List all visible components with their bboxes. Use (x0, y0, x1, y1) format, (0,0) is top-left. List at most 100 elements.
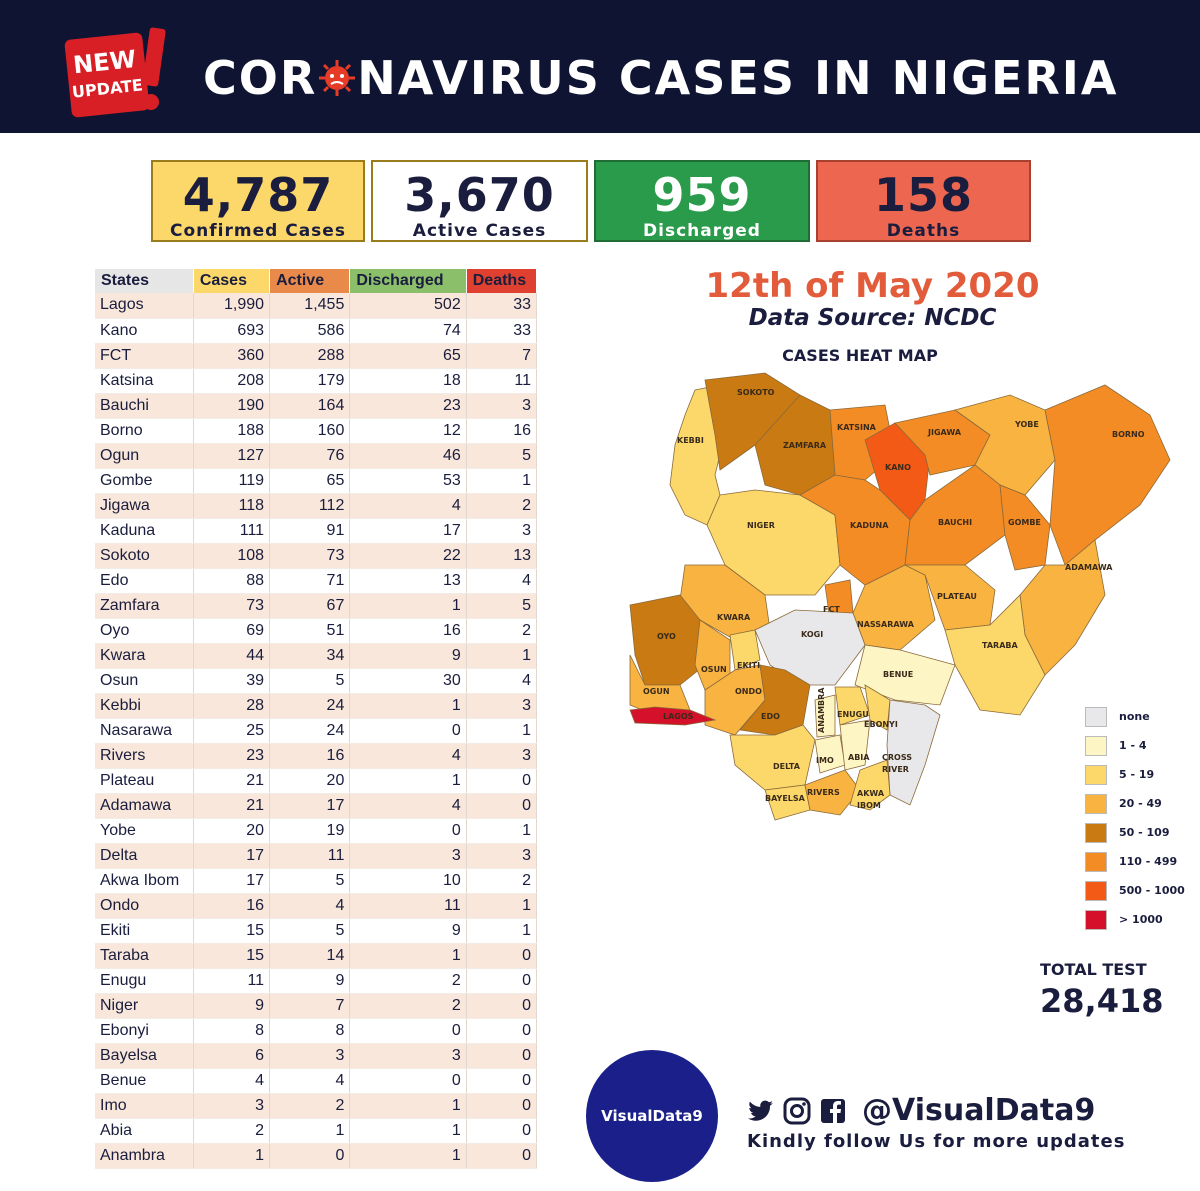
cases-cell: 23 (193, 743, 271, 769)
table-row: Kebbi 28 24 1 3 (95, 693, 538, 719)
cases-cell: 11 (193, 968, 271, 994)
active-cell: 160 (269, 418, 351, 444)
state-abia (839, 719, 871, 771)
active-cell: 51 (269, 618, 351, 644)
column-header-discharged: Discharged (349, 269, 467, 293)
discharged-cell: 3 (349, 1043, 467, 1069)
map-label-adamawa: ADAMAWA (1065, 563, 1113, 572)
deaths-cell: 0 (466, 793, 538, 819)
deaths-cell: 4 (466, 568, 538, 594)
discharged-cell: 1 (349, 1118, 467, 1144)
state-akwa-ibom (849, 759, 891, 811)
deaths-cell: 2 (466, 618, 538, 644)
legend-item: 50 - 109 (1085, 818, 1195, 847)
state-anambra (814, 694, 836, 738)
cases-cell: 111 (193, 518, 271, 544)
discharged-cell: 13 (349, 568, 467, 594)
deaths-cell: 3 (466, 743, 538, 769)
state-cell: Borno (95, 418, 194, 444)
cases-cell: 17 (193, 868, 271, 894)
state-cell: Nasarawa (95, 718, 194, 744)
deaths-cell: 3 (466, 518, 538, 544)
map-label-river: RIVER (882, 765, 909, 774)
table-row: Plateau 21 20 1 0 (95, 768, 538, 794)
state-oyo (629, 594, 706, 686)
state-cell: Bauchi (95, 393, 194, 419)
table-row: Yobe 20 19 0 1 (95, 818, 538, 844)
state-cell: Lagos (95, 293, 194, 319)
discharged-cell: 4 (349, 743, 467, 769)
discharged-cell: 53 (349, 468, 467, 494)
deaths-label: Deaths (886, 221, 961, 241)
table-row: Taraba 15 14 1 0 (95, 943, 538, 969)
table-row: Nasarawa 25 24 0 1 (95, 718, 538, 744)
state-cell: Katsina (95, 368, 194, 394)
legend-item: 500 - 1000 (1085, 876, 1195, 905)
deaths-cell: 0 (466, 768, 538, 794)
legend-label: none (1119, 710, 1150, 723)
map-label-kaduna: KADUNA (850, 521, 889, 530)
deaths-cell: 5 (466, 593, 538, 619)
data-source: Data Source: NCDC (748, 305, 997, 331)
deaths-cell: 0 (466, 1118, 538, 1144)
discharged-cell: 74 (349, 318, 467, 344)
deaths-cell: 1 (466, 893, 538, 919)
map-label-benue: BENUE (883, 670, 913, 679)
table-row: Osun 39 5 30 4 (95, 668, 538, 694)
active-cell: 7 (269, 993, 351, 1019)
state-cell: Taraba (95, 943, 194, 969)
active-cell: 91 (269, 518, 351, 544)
deaths-cell: 16 (466, 418, 538, 444)
discharged-cell: 2 (349, 968, 467, 994)
twitter-icon (748, 1100, 773, 1121)
deaths-cell: 1 (466, 468, 538, 494)
deaths-cell: 11 (466, 368, 538, 394)
legend-item: 1 - 4 (1085, 731, 1195, 760)
map-label-ebonyi: EBONYI (864, 720, 898, 729)
table-row: Sokoto 108 73 22 13 (95, 543, 538, 569)
state-cell: Ekiti (95, 918, 194, 944)
deaths-cell: 4 (466, 668, 538, 694)
legend-label: 500 - 1000 (1119, 884, 1185, 897)
legend-swatch (1085, 880, 1107, 901)
active-cases-box: 3,670 Active Cases (371, 160, 588, 242)
legend-label: 1 - 4 (1119, 739, 1147, 752)
active-cell: 19 (269, 818, 351, 844)
discharged-cell: 1 (349, 1093, 467, 1119)
legend-label: 20 - 49 (1119, 797, 1162, 810)
table-row: Bayelsa 6 3 3 0 (95, 1043, 538, 1069)
map-label-kano: KANO (885, 463, 911, 472)
cases-cell: 9 (193, 993, 271, 1019)
map-label-imo: IMO (816, 756, 834, 765)
discharged-cell: 16 (349, 618, 467, 644)
discharged-cell: 4 (349, 793, 467, 819)
active-cell: 71 (269, 568, 351, 594)
active-cell: 24 (269, 718, 351, 744)
table-body: Lagos 1,990 1,455 502 33 Kano 693 586 74 33 FCT 360… (95, 293, 538, 1169)
state-cell: Edo (95, 568, 194, 594)
legend-swatch (1085, 909, 1107, 930)
discharged-box: 959 Discharged (594, 160, 810, 242)
cases-cell: 17 (193, 843, 271, 869)
deaths-cell: 1 (466, 643, 538, 669)
map-label-ibom: IBOM (857, 801, 881, 810)
map-label-enugu: ENUGU (837, 710, 869, 719)
state-cell: Ebonyi (95, 1018, 194, 1044)
column-header-states: States (95, 269, 194, 293)
column-header-cases: Cases (193, 269, 271, 293)
cases-cell: 2 (193, 1118, 271, 1144)
state-cell: Ondo (95, 893, 194, 919)
table-row: Lagos 1,990 1,455 502 33 (95, 293, 538, 319)
active-cell: 76 (269, 443, 351, 469)
map-label-edo: EDO (761, 712, 780, 721)
active-cell: 73 (269, 543, 351, 569)
cases-cell: 21 (193, 768, 271, 794)
state-cell: Niger (95, 993, 194, 1019)
report-date: 12th of May 2020 (705, 266, 1040, 306)
page-title: COR NAVIRUS CASES IN NIGERIA (203, 52, 1119, 104)
active-cases-label: Active Cases (412, 221, 547, 241)
active-cell: 65 (269, 468, 351, 494)
table-row: Rivers 23 16 4 3 (95, 743, 538, 769)
deaths-cell: 0 (466, 1043, 538, 1069)
table-row: Zamfara 73 67 1 5 (95, 593, 538, 619)
